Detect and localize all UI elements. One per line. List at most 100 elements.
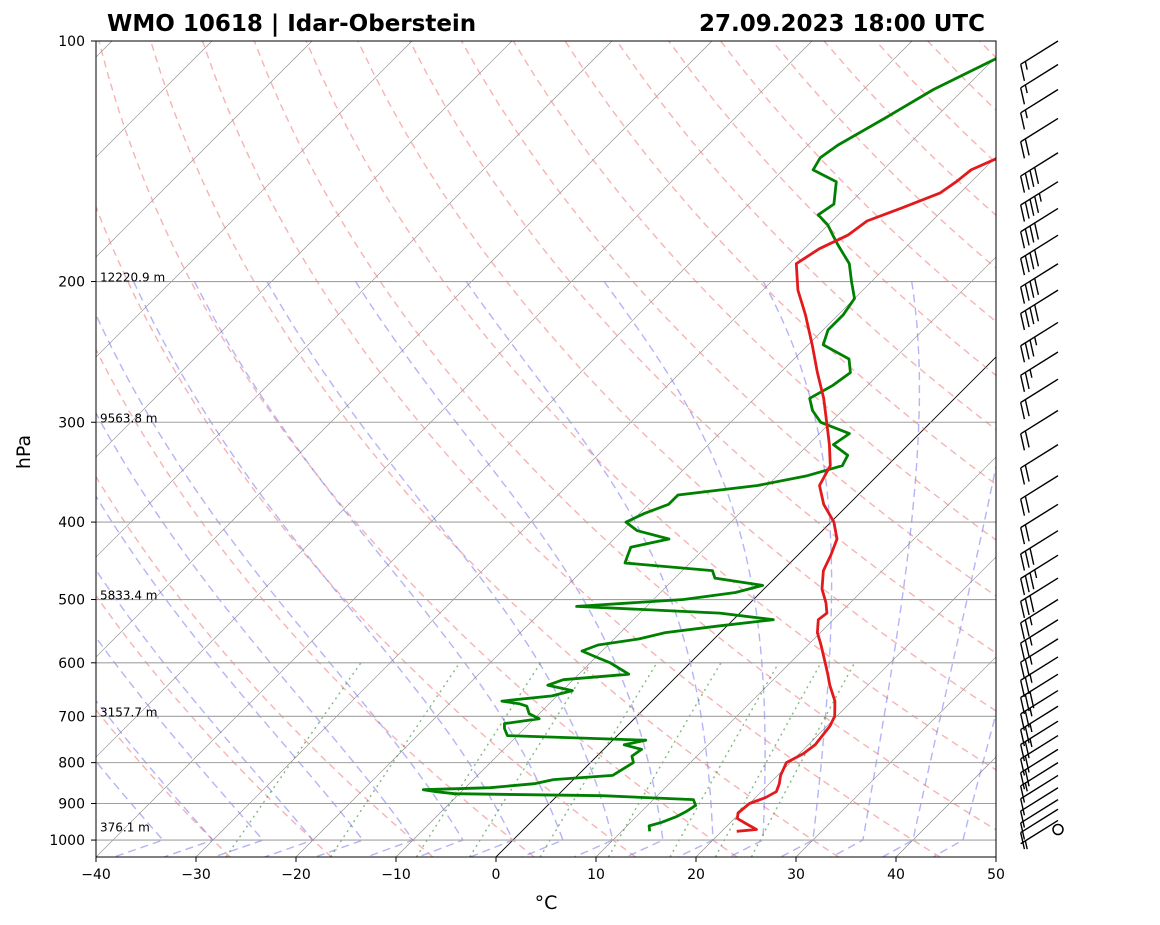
isotherm (96, 41, 513, 458)
mixing-ratio-line (469, 662, 592, 857)
wind-barb (1020, 720, 1059, 762)
wind-barb (1020, 673, 1059, 715)
y-tick-label: 200 (58, 275, 85, 291)
y-tick-label: 1000 (49, 833, 85, 849)
x-axis-label: °C (535, 892, 558, 914)
moist-adiabat (96, 313, 464, 857)
wind-barb (1020, 378, 1059, 420)
mixing-ratio-line (669, 662, 780, 857)
wind-barb (1020, 734, 1059, 776)
dry-adiabat (564, 41, 996, 486)
wind-barb (1020, 351, 1059, 392)
wind-barb (1020, 207, 1059, 249)
y-tick-label: 500 (58, 593, 85, 609)
x-tick-label: −40 (81, 867, 111, 883)
isotherm (96, 41, 813, 758)
isotherm (0, 41, 12, 857)
wind-barb (1020, 705, 1059, 747)
mixing-ratio-line (714, 662, 822, 857)
x-tick-label: 30 (787, 867, 805, 883)
y-tick-label: 800 (58, 756, 85, 772)
isotherm (295, 156, 996, 857)
dry-adiabat (201, 41, 941, 857)
dry-adiabat (668, 41, 996, 377)
moist-adiabat (193, 281, 564, 857)
x-tick-label: −20 (281, 867, 311, 883)
wind-barb (1020, 748, 1059, 790)
y-tick-label: 900 (58, 797, 85, 813)
x-tick-label: 0 (492, 867, 501, 883)
dry-adiabat (616, 41, 996, 431)
wind-barb (1020, 409, 1059, 451)
wind-barb (1020, 40, 1059, 82)
mixing-ratio-line (225, 662, 362, 857)
temperature-profile (736, 157, 996, 833)
y-axis-label: hPa (13, 435, 35, 469)
isotherm (96, 41, 713, 658)
wind-barb (1020, 475, 1059, 516)
moist-adiabat (355, 281, 664, 857)
dry-adiabat (823, 41, 996, 217)
wind-barb (1020, 774, 1059, 816)
isotherm (895, 756, 996, 857)
moist-adiabat (762, 281, 833, 857)
dry-adiabat (98, 41, 738, 857)
isotherm (1096, 41, 1160, 857)
x-tick-label: 40 (887, 867, 905, 883)
plot-frame (95, 40, 997, 858)
dry-adiabat (96, 205, 637, 857)
moist-adiabat (831, 281, 921, 857)
height-label: 5833.4 m (100, 589, 158, 603)
wind-barb (1020, 656, 1059, 697)
isotherm (995, 856, 996, 857)
wind-barb (1020, 321, 1059, 363)
wind-barb (1020, 88, 1059, 130)
dewpoint-profile (421, 57, 996, 832)
dry-adiabat (305, 41, 996, 771)
moist-adiabat (96, 411, 414, 857)
mixing-ratio-line (329, 662, 461, 857)
dry-adiabat (512, 41, 996, 541)
wind-barb (1020, 689, 1059, 731)
moist-adiabat (96, 495, 365, 857)
wind-barb (1020, 503, 1059, 545)
wind-barb (1020, 619, 1059, 660)
isotherm (195, 56, 996, 857)
wind-barb (1020, 444, 1059, 485)
height-label: 12220.9 m (100, 271, 165, 285)
isobar-grid (96, 41, 996, 841)
y-tick-label: 300 (58, 415, 85, 431)
station-title: WMO 10618 | Idar-Oberstein (107, 11, 476, 37)
moist-adiabat (132, 281, 514, 857)
moist-adiabat (96, 636, 265, 857)
isotherm (595, 456, 996, 857)
x-tick-label: 10 (587, 867, 605, 883)
dry-adiabat (96, 594, 332, 857)
mixing-ratio-line (607, 662, 722, 857)
calm-wind-circle (1052, 823, 1064, 836)
datetime-title: 27.09.2023 18:00 UTC (699, 11, 985, 37)
isotherm (695, 556, 996, 857)
x-axis: −40 −30 −20 −10 0 10 20 30 40 50 (81, 857, 1005, 883)
wind-barb (1020, 787, 1059, 828)
wind-barb (1020, 799, 1059, 840)
dry-adiabat (357, 41, 996, 712)
height-label: 376.1 m (100, 820, 150, 834)
y-tick-label: 600 (58, 656, 85, 672)
dry-adiabat (409, 41, 996, 654)
height-label: 9563.8 m (100, 411, 158, 425)
x-tick-label: −30 (181, 867, 211, 883)
isotherm (96, 41, 913, 857)
wind-barb (1020, 263, 1059, 304)
wind-barb (1020, 598, 1059, 640)
wind-barb (1020, 530, 1059, 571)
dry-adiabat (96, 475, 434, 857)
wind-barb (1020, 63, 1059, 105)
x-tick-label: 20 (687, 867, 705, 883)
moist-adiabat (882, 463, 996, 857)
dry-adiabat (460, 41, 996, 597)
mixing-ratio-line (415, 662, 542, 857)
isotherm (96, 41, 613, 558)
wind-barb (1020, 577, 1059, 619)
